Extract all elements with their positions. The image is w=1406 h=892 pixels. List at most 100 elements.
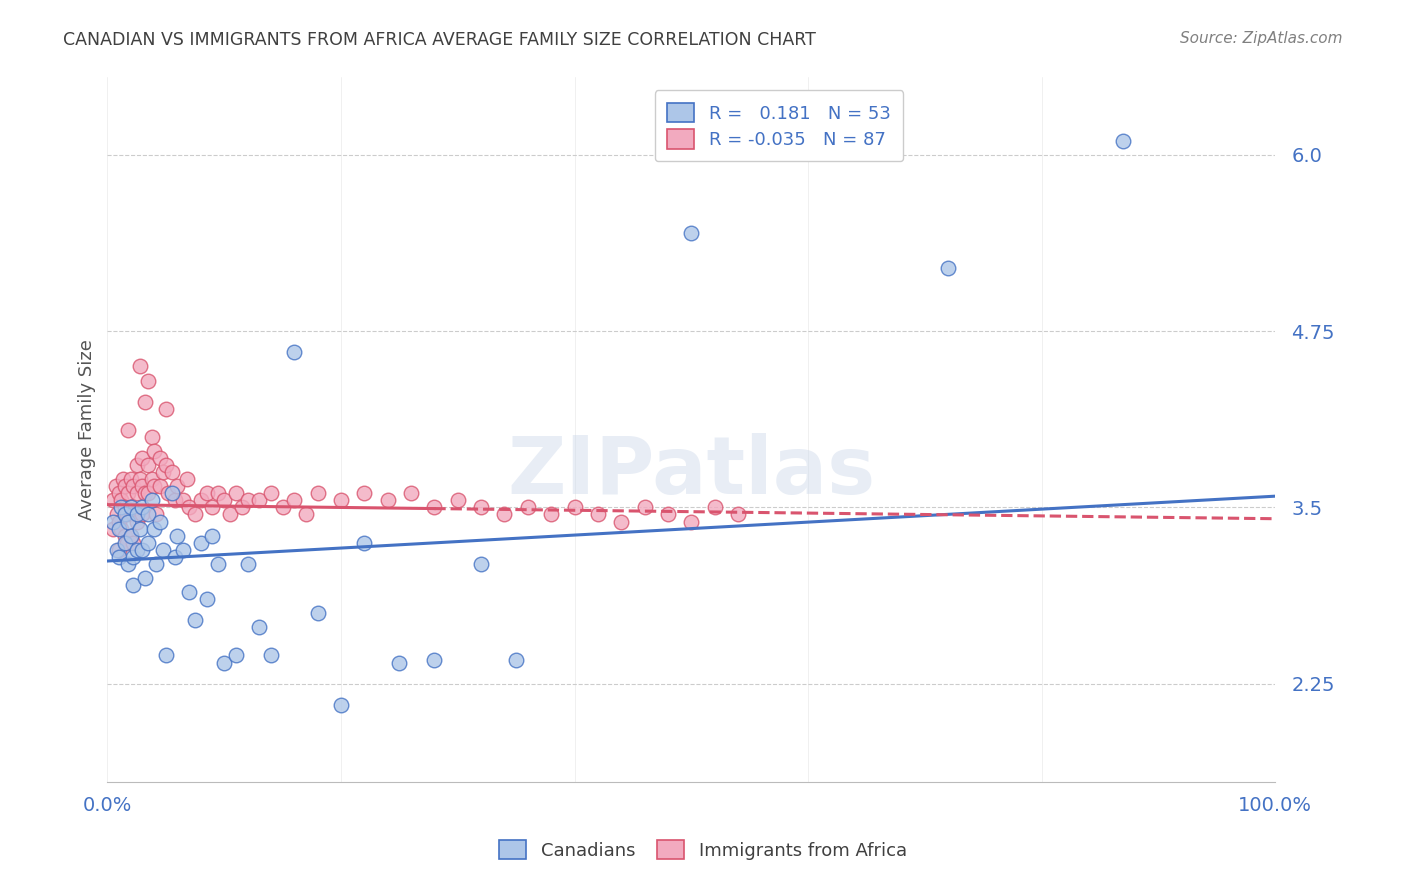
- Point: [141, 472, 163, 486]
- Point: [505, 653, 527, 667]
- Point: [120, 528, 142, 542]
- Point: [115, 508, 138, 522]
- Point: [207, 557, 229, 571]
- Point: [149, 451, 172, 466]
- Point: [143, 444, 166, 458]
- Point: [155, 648, 177, 663]
- Point: [110, 493, 132, 508]
- Point: [657, 508, 679, 522]
- Point: [283, 345, 305, 359]
- Point: [131, 451, 153, 466]
- Point: [143, 522, 166, 536]
- Point: [120, 500, 142, 515]
- Point: [110, 500, 132, 515]
- Point: [516, 500, 538, 515]
- Point: [212, 656, 235, 670]
- Point: [134, 486, 156, 500]
- Point: [160, 486, 183, 500]
- Point: [122, 549, 145, 564]
- Point: [122, 508, 145, 522]
- Point: [125, 486, 148, 500]
- Point: [1112, 134, 1135, 148]
- Point: [105, 542, 128, 557]
- Point: [212, 493, 235, 508]
- Text: Source: ZipAtlas.com: Source: ZipAtlas.com: [1180, 31, 1343, 46]
- Point: [564, 500, 586, 515]
- Point: [470, 500, 492, 515]
- Point: [353, 535, 375, 549]
- Point: [117, 486, 139, 500]
- Point: [494, 508, 516, 522]
- Point: [125, 458, 148, 472]
- Point: [681, 226, 703, 240]
- Point: [423, 500, 446, 515]
- Legend: R =   0.181   N = 53, R = -0.035   N = 87: R = 0.181 N = 53, R = -0.035 N = 87: [655, 90, 903, 161]
- Point: [108, 486, 131, 500]
- Point: [103, 522, 125, 536]
- Point: [936, 260, 959, 275]
- Point: [207, 486, 229, 500]
- Point: [423, 653, 446, 667]
- Point: [131, 479, 153, 493]
- Point: [165, 549, 187, 564]
- Point: [236, 493, 259, 508]
- Point: [120, 472, 142, 486]
- Point: [114, 479, 136, 493]
- Point: [283, 493, 305, 508]
- Point: [152, 465, 174, 479]
- Point: [219, 508, 242, 522]
- Point: [172, 542, 194, 557]
- Point: [157, 486, 180, 500]
- Point: [129, 359, 152, 374]
- Point: [247, 620, 270, 634]
- Point: [184, 613, 207, 627]
- Point: [120, 500, 142, 515]
- Point: [114, 500, 136, 515]
- Point: [166, 528, 188, 542]
- Point: [131, 508, 153, 522]
- Point: [117, 423, 139, 437]
- Point: [122, 535, 145, 549]
- Point: [195, 486, 218, 500]
- Point: [145, 508, 167, 522]
- Point: [399, 486, 422, 500]
- Point: [136, 508, 159, 522]
- Point: [540, 508, 562, 522]
- Point: [136, 486, 159, 500]
- Point: [120, 528, 142, 542]
- Point: [260, 648, 283, 663]
- Point: [388, 656, 411, 670]
- Point: [225, 648, 247, 663]
- Legend: Canadians, Immigrants from Africa: Canadians, Immigrants from Africa: [492, 832, 914, 867]
- Point: [330, 493, 353, 508]
- Point: [134, 571, 156, 585]
- Point: [122, 479, 145, 493]
- Point: [225, 486, 247, 500]
- Text: CANADIAN VS IMMIGRANTS FROM AFRICA AVERAGE FAMILY SIZE CORRELATION CHART: CANADIAN VS IMMIGRANTS FROM AFRICA AVERA…: [63, 31, 815, 49]
- Point: [307, 606, 329, 620]
- Point: [136, 535, 159, 549]
- Point: [179, 585, 201, 599]
- Point: [103, 515, 125, 529]
- Point: [330, 698, 353, 712]
- Point: [179, 500, 201, 515]
- Point: [236, 557, 259, 571]
- Point: [353, 486, 375, 500]
- Point: [155, 458, 177, 472]
- Point: [117, 557, 139, 571]
- Point: [141, 430, 163, 444]
- Point: [145, 557, 167, 571]
- Y-axis label: Average Family Size: Average Family Size: [79, 340, 96, 520]
- Point: [176, 472, 198, 486]
- Point: [247, 493, 270, 508]
- Point: [195, 592, 218, 607]
- Point: [143, 479, 166, 493]
- Point: [152, 542, 174, 557]
- Point: [110, 522, 132, 536]
- Point: [105, 508, 128, 522]
- Point: [134, 394, 156, 409]
- Point: [165, 493, 187, 508]
- Point: [172, 493, 194, 508]
- Point: [129, 472, 152, 486]
- Point: [122, 578, 145, 592]
